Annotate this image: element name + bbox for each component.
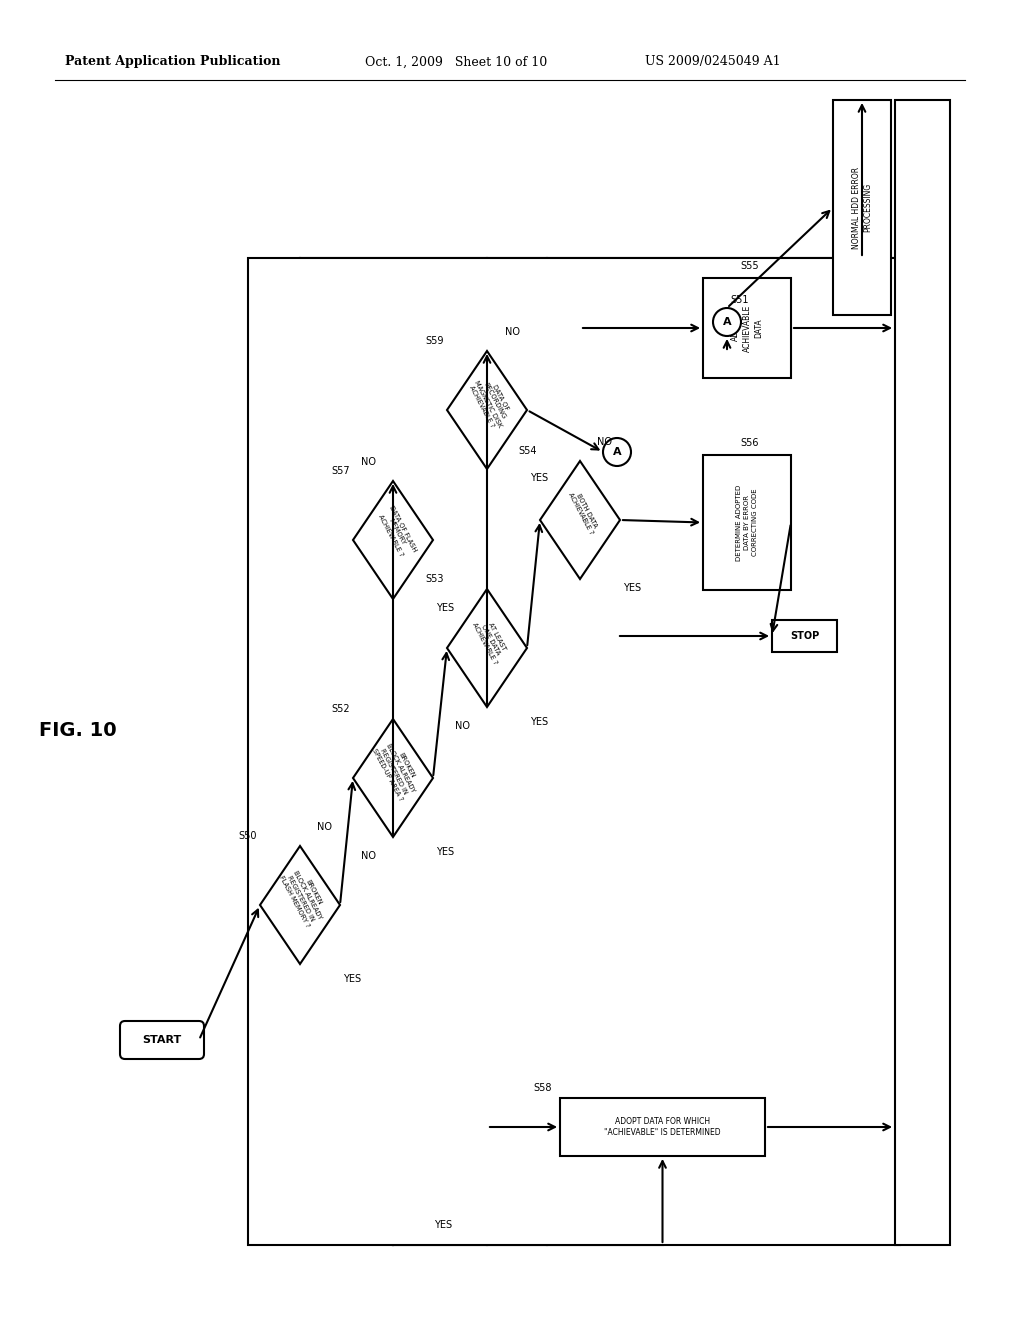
Text: NO: NO [360,851,376,861]
Text: DATA OF FLASH
MEMORY
ACHIEVABLE ?: DATA OF FLASH MEMORY ACHIEVABLE ? [376,504,418,560]
Text: DETERMINE ADOPTED
DATA BY ERROR
CORRECTING CODE: DETERMINE ADOPTED DATA BY ERROR CORRECTI… [736,484,758,561]
Polygon shape [353,480,433,599]
Text: NO: NO [597,437,612,447]
Text: NORMAL HDD ERROR
PROCESSING: NORMAL HDD ERROR PROCESSING [852,166,872,248]
Text: YES: YES [530,473,548,483]
Text: S56: S56 [740,438,759,447]
Text: YES: YES [343,974,361,983]
Polygon shape [447,351,527,469]
Text: YES: YES [436,847,454,857]
Text: Patent Application Publication: Patent Application Publication [65,55,281,69]
Text: S50: S50 [239,832,257,841]
Text: S57: S57 [332,466,350,477]
Bar [895,100,950,1245]
Text: US 2009/0245049 A1: US 2009/0245049 A1 [645,55,780,69]
Circle shape [603,438,631,466]
FancyBboxPatch shape [120,1020,204,1059]
Text: S51: S51 [730,294,749,305]
Text: S58: S58 [534,1082,552,1093]
Text: NO: NO [317,822,333,832]
Polygon shape [260,846,340,964]
Bar [560,1098,765,1156]
Text: ADOPT DATA FOR WHICH
"ACHIEVABLE" IS DETERMINED: ADOPT DATA FOR WHICH "ACHIEVABLE" IS DET… [604,1117,721,1138]
Text: A: A [612,447,622,457]
Polygon shape [447,589,527,708]
Text: S52: S52 [332,704,350,714]
Text: S55: S55 [740,261,760,271]
Text: S59: S59 [426,337,444,346]
Text: START: START [142,1035,181,1045]
Bar [703,279,791,378]
Polygon shape [353,719,433,837]
Text: FIG. 10: FIG. 10 [39,721,117,739]
Text: BROKEN
BLOCK ALREADY
REGISTERED IN
SPEED-UP AREA ?: BROKEN BLOCK ALREADY REGISTERED IN SPEED… [372,738,423,803]
Text: S54: S54 [518,446,537,455]
Text: BOTH DATA
ACHIEVABLE ?: BOTH DATA ACHIEVABLE ? [567,488,601,536]
Circle shape [713,308,741,337]
Text: DATA OF
RECORDING
MAGNETIC DISK
ACHIEVABLE ?: DATA OF RECORDING MAGNETIC DISK ACHIEVAB… [467,372,515,432]
Bar [772,620,837,652]
Bar [833,100,891,315]
Text: NO: NO [360,457,376,467]
Polygon shape [540,461,620,579]
Text: BROKEN
BLOCK ALREADY
REGISTERED IN
FLASH MEMORY ?: BROKEN BLOCK ALREADY REGISTERED IN FLASH… [279,865,330,929]
Text: STOP: STOP [790,631,819,642]
Text: S53: S53 [426,574,444,583]
Text: AT LEAST
ONE DATA
ACHIEVABLE ?: AT LEAST ONE DATA ACHIEVABLE ? [471,615,511,665]
Text: A: A [723,317,731,327]
Text: NO: NO [505,327,519,337]
Text: YES: YES [436,603,454,612]
Text: Oct. 1, 2009   Sheet 10 of 10: Oct. 1, 2009 Sheet 10 of 10 [365,55,547,69]
Bar [248,257,900,1245]
Text: YES: YES [434,1220,452,1230]
Text: YES: YES [623,583,641,593]
Bar [703,455,791,590]
Text: ADOPT
ACHIEVABLE
DATA: ADOPT ACHIEVABLE DATA [731,305,763,351]
Text: YES: YES [530,717,548,727]
Text: NO: NO [455,721,469,731]
